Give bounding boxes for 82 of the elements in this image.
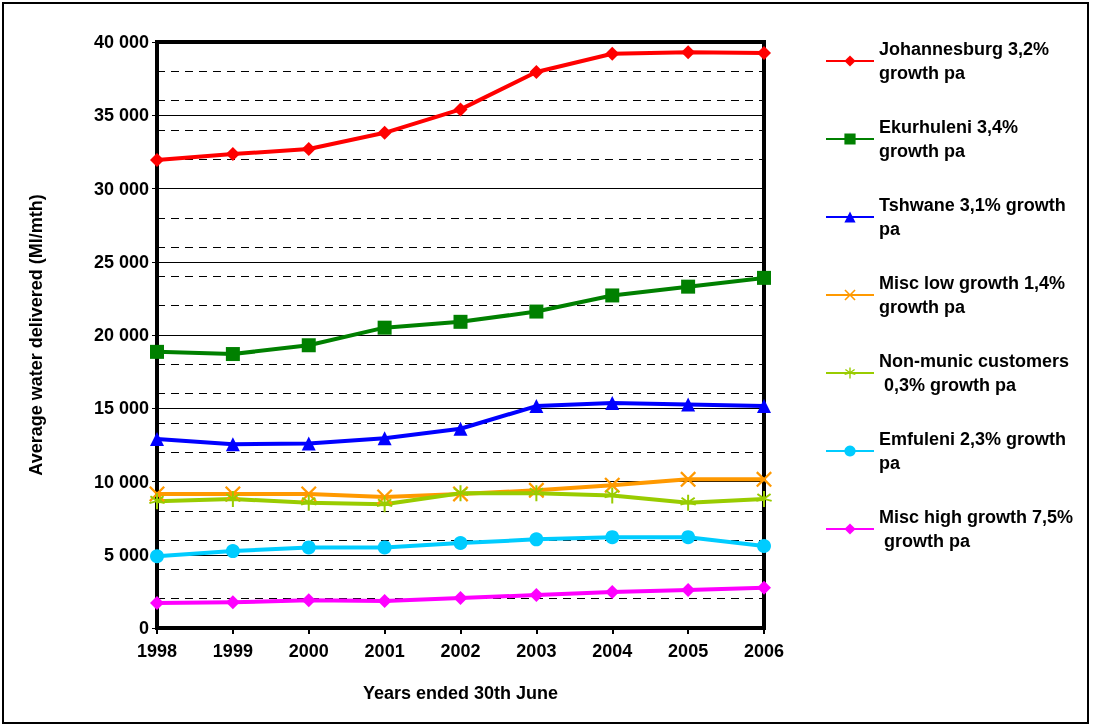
point [301,338,316,353]
point [453,314,468,329]
x-tick-label: 2001 [364,641,405,661]
point [225,437,240,452]
y-tick-label: 0 [138,618,149,638]
point [605,46,620,61]
legend-label: Non-munic customers 0,3% growth pa [879,351,1070,395]
point [225,595,240,610]
point [225,544,240,559]
legend-label: Misc high growth 7,5% growth pa [879,507,1074,551]
x-tick-label: 2000 [288,641,329,661]
point [529,65,544,80]
y-tick-label: 30 000 [93,178,149,199]
point [757,580,771,595]
point [529,588,544,603]
point [681,279,696,294]
x-tick-label: 1999 [212,641,253,661]
point [529,304,544,319]
point [529,399,544,414]
point [150,152,164,167]
point [605,530,620,545]
point [377,540,392,555]
y-tick-label: 25 000 [93,251,149,272]
point [150,549,164,564]
point [377,125,392,140]
point [377,320,392,335]
legend-label: Emfuleni 2,3% growth pa [879,429,1072,473]
point [756,471,772,488]
point [605,585,620,600]
legend-label: Misc low growth 1,4% growth pa [879,273,1071,317]
point [225,147,240,162]
point [225,347,240,362]
point [377,593,392,608]
x-tick-label: 2004 [592,641,633,661]
point [453,421,468,436]
y-axis-title: Average water delivered (Ml/mth) [26,194,46,476]
point [150,596,164,611]
y-tick-label: 35 000 [93,105,149,126]
legend-label: Johannesburg 3,2% growth pa [879,39,1055,83]
point [681,582,696,597]
x-tick-label: 2003 [516,641,557,661]
y-tick-label: 20 000 [93,325,149,345]
y-tick-label: 15 000 [93,398,149,419]
point [680,494,697,511]
point [681,45,696,60]
x-tick-label: 2006 [743,641,785,661]
point [301,141,316,156]
point [605,396,620,411]
point [757,538,771,553]
x-tick-label: 2002 [440,641,481,661]
point [453,536,468,551]
point [150,344,164,359]
point [300,494,317,511]
point [756,491,772,508]
point [681,397,696,412]
legend-label: Tshwane 3,1% growth pa [879,195,1071,239]
point [301,436,316,451]
point [604,477,621,494]
x-tick-label: 2005 [668,641,709,661]
point [529,532,544,547]
y-tick-label: 40 000 [93,32,149,52]
point [681,530,696,545]
y-tick-label: 5 000 [103,544,149,565]
point [757,45,771,60]
point [453,102,468,117]
y-tick-label: 10 000 [93,471,149,492]
point [680,471,697,488]
point [604,487,621,504]
point [150,432,164,447]
point [301,593,316,608]
point [149,493,165,510]
point [301,540,316,555]
point [377,431,392,446]
point [757,270,771,285]
legend-label: Ekurhuleni 3,4% growth pa [879,117,1024,161]
point [453,590,468,605]
point [224,491,241,508]
x-axis-title: Years ended 30th June [362,683,559,703]
point [605,288,620,303]
point [376,496,393,513]
x-tick-label: 1998 [136,641,178,661]
point [757,399,771,414]
